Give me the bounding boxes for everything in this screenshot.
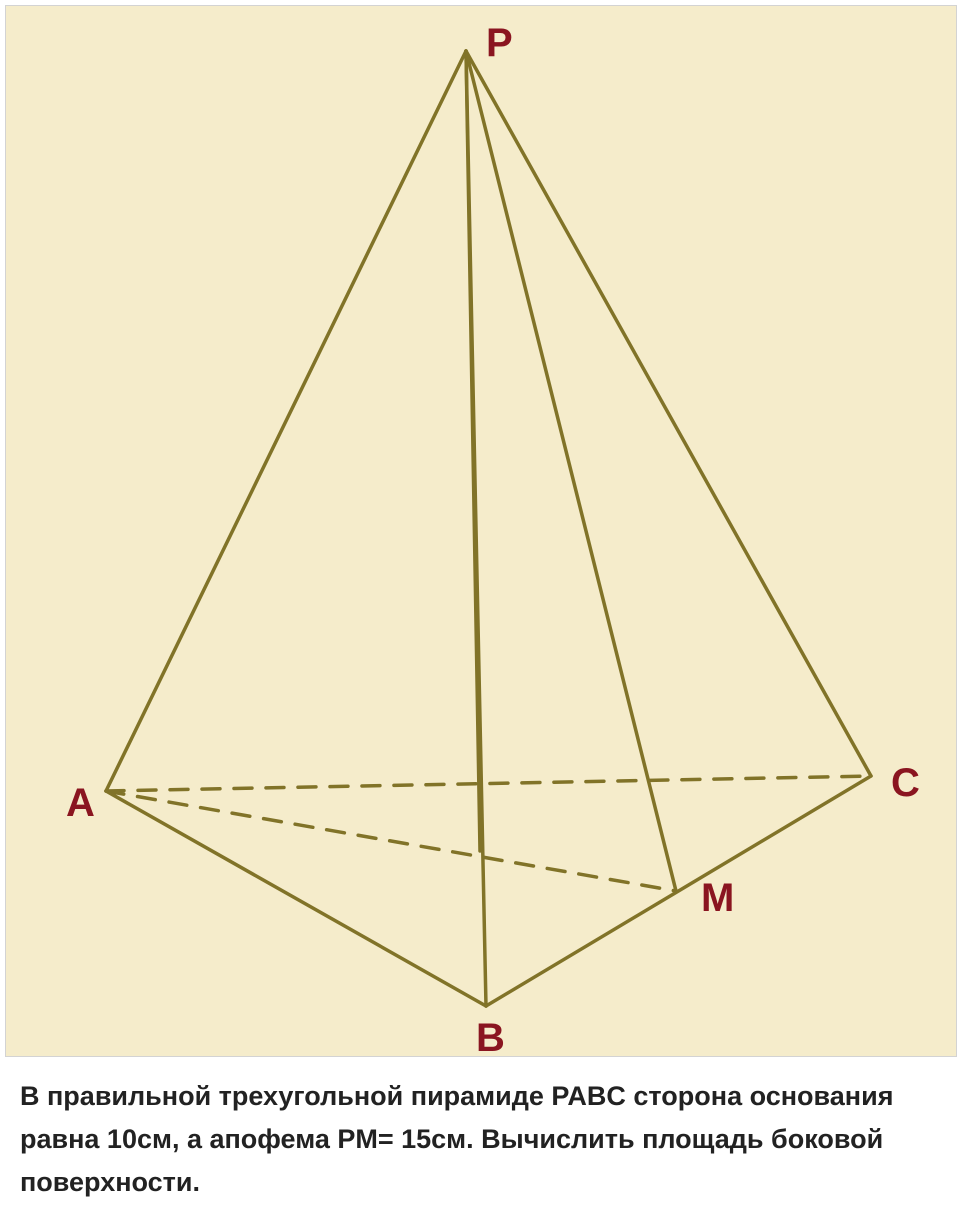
vertex-label-p: P (486, 21, 513, 65)
geometry-figure: P A B C M (5, 5, 957, 1057)
vertex-label-c: C (891, 761, 920, 805)
figure-background (6, 6, 956, 1056)
vertex-label-a: A (66, 781, 95, 825)
vertex-label-b: B (476, 1016, 505, 1056)
problem-caption: В правильной трехугольной пирамиде PABC … (20, 1075, 940, 1205)
vertex-label-m: M (701, 876, 734, 920)
